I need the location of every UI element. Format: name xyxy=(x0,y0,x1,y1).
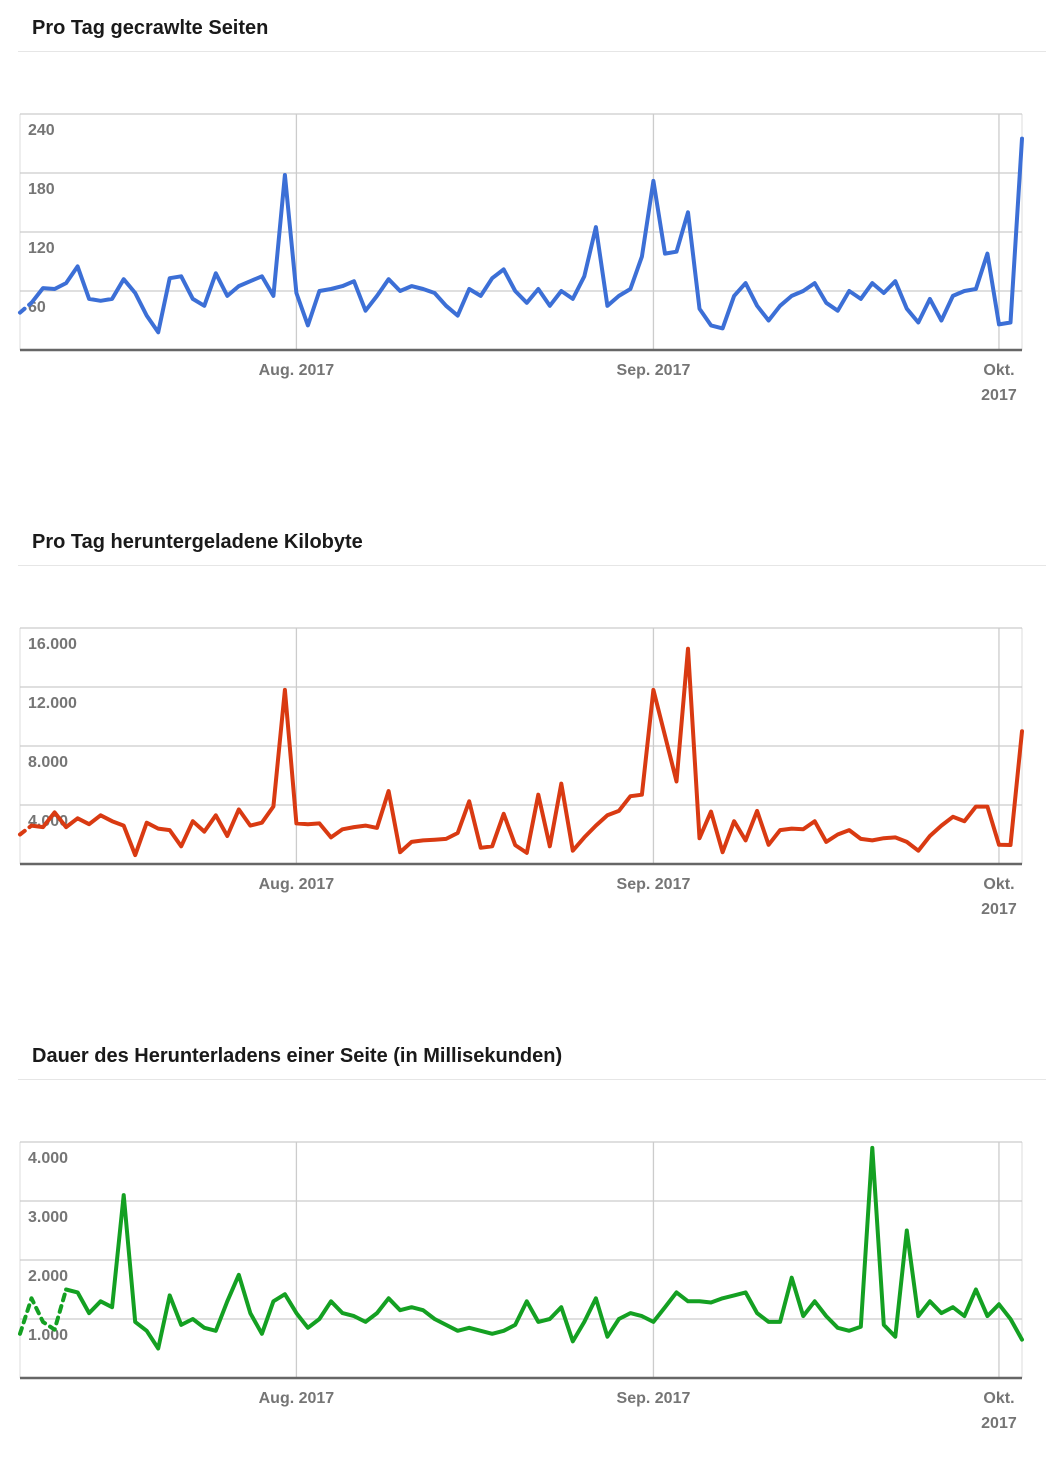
chart-title-crawled-pages: Pro Tag gecrawlte Seiten xyxy=(32,17,269,39)
x-axis-labels: Aug. 2017 Sep. 2017 Okt. 2017 xyxy=(259,876,1017,918)
y-tick-label: 3.000 xyxy=(28,1209,68,1226)
kilobytes-downloaded-per-day-section: Pro Tag heruntergeladene Kilobyte 16.000… xyxy=(0,529,1063,926)
chart-title-download-time: Dauer des Herunterladens einer Seite (in… xyxy=(32,1045,563,1067)
series-line xyxy=(29,646,1024,858)
series-line-dashed-start xyxy=(18,300,34,315)
gridlines xyxy=(19,113,1023,350)
y-tick-label: 120 xyxy=(28,240,55,257)
x-axis-labels: Aug. 2017 Sep. 2017 Okt. 2017 xyxy=(259,362,1017,404)
x-tick-label: Sep. 2017 xyxy=(617,1390,691,1407)
series-line xyxy=(29,136,1024,335)
y-tick-label: 1.000 xyxy=(28,1327,68,1344)
y-tick-label: 8.000 xyxy=(28,754,68,771)
gridlines xyxy=(19,627,1023,864)
series-line-dashed-start xyxy=(18,1287,69,1336)
y-tick-label: 16.000 xyxy=(28,636,77,653)
x-tick-label: 2017 xyxy=(981,901,1017,918)
y-tick-label: 4.000 xyxy=(28,1150,68,1167)
x-axis-labels: Aug. 2017 Sep. 2017 Okt. 2017 xyxy=(259,1390,1017,1432)
title-divider xyxy=(18,565,1046,566)
title-divider xyxy=(18,51,1046,52)
chart-title-kilobytes-downloaded: Pro Tag heruntergeladene Kilobyte xyxy=(32,531,363,553)
series-line-dashed-start xyxy=(18,823,34,837)
x-tick-label: 2017 xyxy=(981,1415,1017,1432)
page-download-time-section: Dauer des Herunterladens einer Seite (in… xyxy=(0,1043,1063,1440)
y-axis-labels: 4.000 3.000 2.000 1.000 xyxy=(28,1150,68,1344)
x-tick-label: Aug. 2017 xyxy=(259,1390,335,1407)
gridlines xyxy=(19,1141,1023,1378)
x-tick-label: Okt. xyxy=(983,876,1014,893)
page-download-time-chart: 4.000 3.000 2.000 1.000 Aug. 2017 Sep. 2017 Ok… xyxy=(18,1141,1024,1432)
title-divider xyxy=(18,1079,1046,1080)
series-line xyxy=(64,1145,1024,1351)
x-tick-label: Okt. xyxy=(983,1390,1014,1407)
y-tick-label: 240 xyxy=(28,122,55,139)
x-tick-label: Okt. xyxy=(983,362,1014,379)
y-tick-label: 180 xyxy=(28,181,55,198)
x-tick-label: Aug. 2017 xyxy=(259,362,335,379)
x-tick-label: Sep. 2017 xyxy=(617,876,691,893)
x-tick-label: 2017 xyxy=(981,387,1017,404)
crawl-stats-page: Pro Tag gecrawlte Seiten 240 180 120 60 Aug.… xyxy=(0,15,1063,1462)
crawled-pages-per-day-section: Pro Tag gecrawlte Seiten 240 180 120 60 Aug.… xyxy=(0,15,1063,412)
y-tick-label: 2.000 xyxy=(28,1268,68,1285)
y-tick-label: 12.000 xyxy=(28,695,77,712)
page: { "style": { "background": "#ffffff", "g… xyxy=(0,15,1063,1462)
x-tick-label: Aug. 2017 xyxy=(259,876,335,893)
x-tick-label: Sep. 2017 xyxy=(617,362,691,379)
